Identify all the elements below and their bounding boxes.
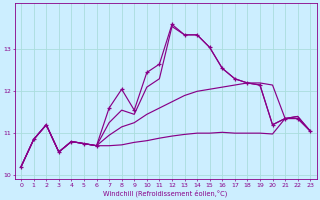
X-axis label: Windchill (Refroidissement éolien,°C): Windchill (Refroidissement éolien,°C) [103, 189, 228, 197]
